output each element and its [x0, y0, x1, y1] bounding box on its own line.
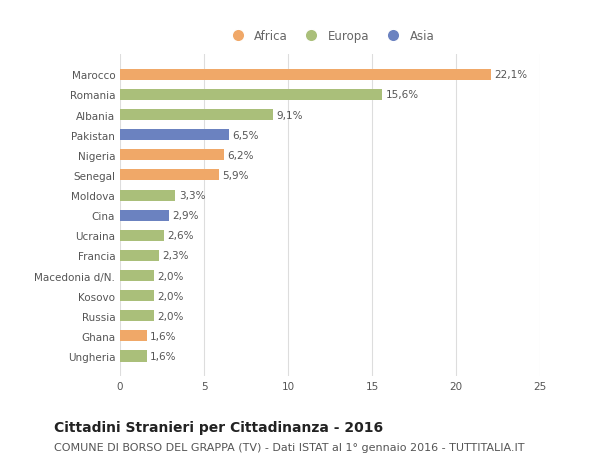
- Text: 6,5%: 6,5%: [233, 130, 259, 140]
- Text: 2,0%: 2,0%: [157, 291, 184, 301]
- Text: 3,3%: 3,3%: [179, 190, 205, 201]
- Text: 22,1%: 22,1%: [494, 70, 528, 80]
- Bar: [120, 291, 154, 302]
- Bar: [120, 150, 224, 161]
- Text: 1,6%: 1,6%: [150, 331, 177, 341]
- Text: 9,1%: 9,1%: [276, 110, 303, 120]
- Bar: [120, 110, 273, 121]
- Text: Cittadini Stranieri per Cittadinanza - 2016: Cittadini Stranieri per Cittadinanza - 2…: [54, 420, 383, 434]
- Text: 2,9%: 2,9%: [172, 211, 199, 221]
- Text: COMUNE DI BORSO DEL GRAPPA (TV) - Dati ISTAT al 1° gennaio 2016 - TUTTITALIA.IT: COMUNE DI BORSO DEL GRAPPA (TV) - Dati I…: [54, 442, 524, 452]
- Bar: [120, 70, 491, 81]
- Bar: [120, 250, 158, 262]
- Bar: [120, 311, 154, 322]
- Text: 2,3%: 2,3%: [162, 251, 188, 261]
- Text: 5,9%: 5,9%: [223, 171, 249, 180]
- Bar: [120, 230, 164, 241]
- Bar: [120, 330, 147, 341]
- Text: 2,6%: 2,6%: [167, 231, 194, 241]
- Text: 2,0%: 2,0%: [157, 311, 184, 321]
- Text: 6,2%: 6,2%: [227, 151, 254, 161]
- Legend: Africa, Europa, Asia: Africa, Europa, Asia: [221, 26, 439, 48]
- Text: 15,6%: 15,6%: [385, 90, 419, 100]
- Bar: [120, 170, 219, 181]
- Bar: [120, 130, 229, 141]
- Bar: [120, 90, 382, 101]
- Bar: [120, 190, 175, 201]
- Text: 1,6%: 1,6%: [150, 351, 177, 361]
- Bar: [120, 270, 154, 281]
- Bar: [120, 210, 169, 221]
- Bar: [120, 351, 147, 362]
- Text: 2,0%: 2,0%: [157, 271, 184, 281]
